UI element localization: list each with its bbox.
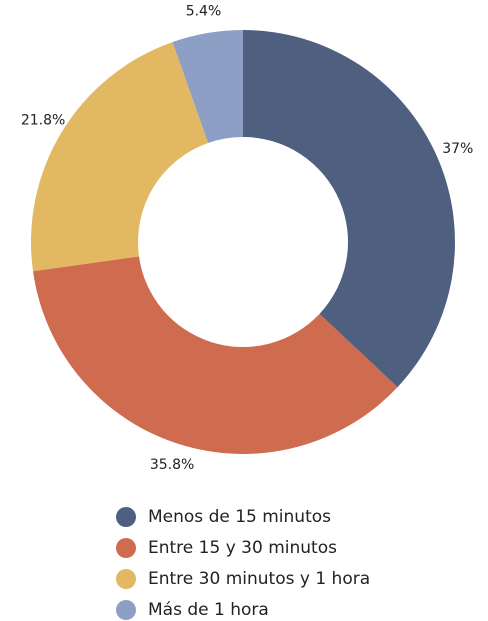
value-label: 5.4% <box>186 3 222 19</box>
legend-label: Entre 30 minutos y 1 hora <box>148 569 370 589</box>
donut-slice <box>172 30 243 143</box>
donut-slice <box>31 42 209 272</box>
legend-swatch <box>116 569 136 589</box>
legend-swatch <box>116 507 136 527</box>
value-label: 35.8% <box>150 457 194 473</box>
donut-slice <box>243 30 455 388</box>
legend-label: Entre 15 y 30 minutos <box>148 538 337 558</box>
legend-label: Menos de 15 minutos <box>148 507 331 527</box>
value-label: 37% <box>442 141 473 157</box>
legend-swatch <box>116 600 136 620</box>
legend-swatch <box>116 538 136 558</box>
donut-slice <box>33 256 398 454</box>
legend-label: Más de 1 hora <box>148 600 269 620</box>
value-label: 21.8% <box>21 112 65 128</box>
